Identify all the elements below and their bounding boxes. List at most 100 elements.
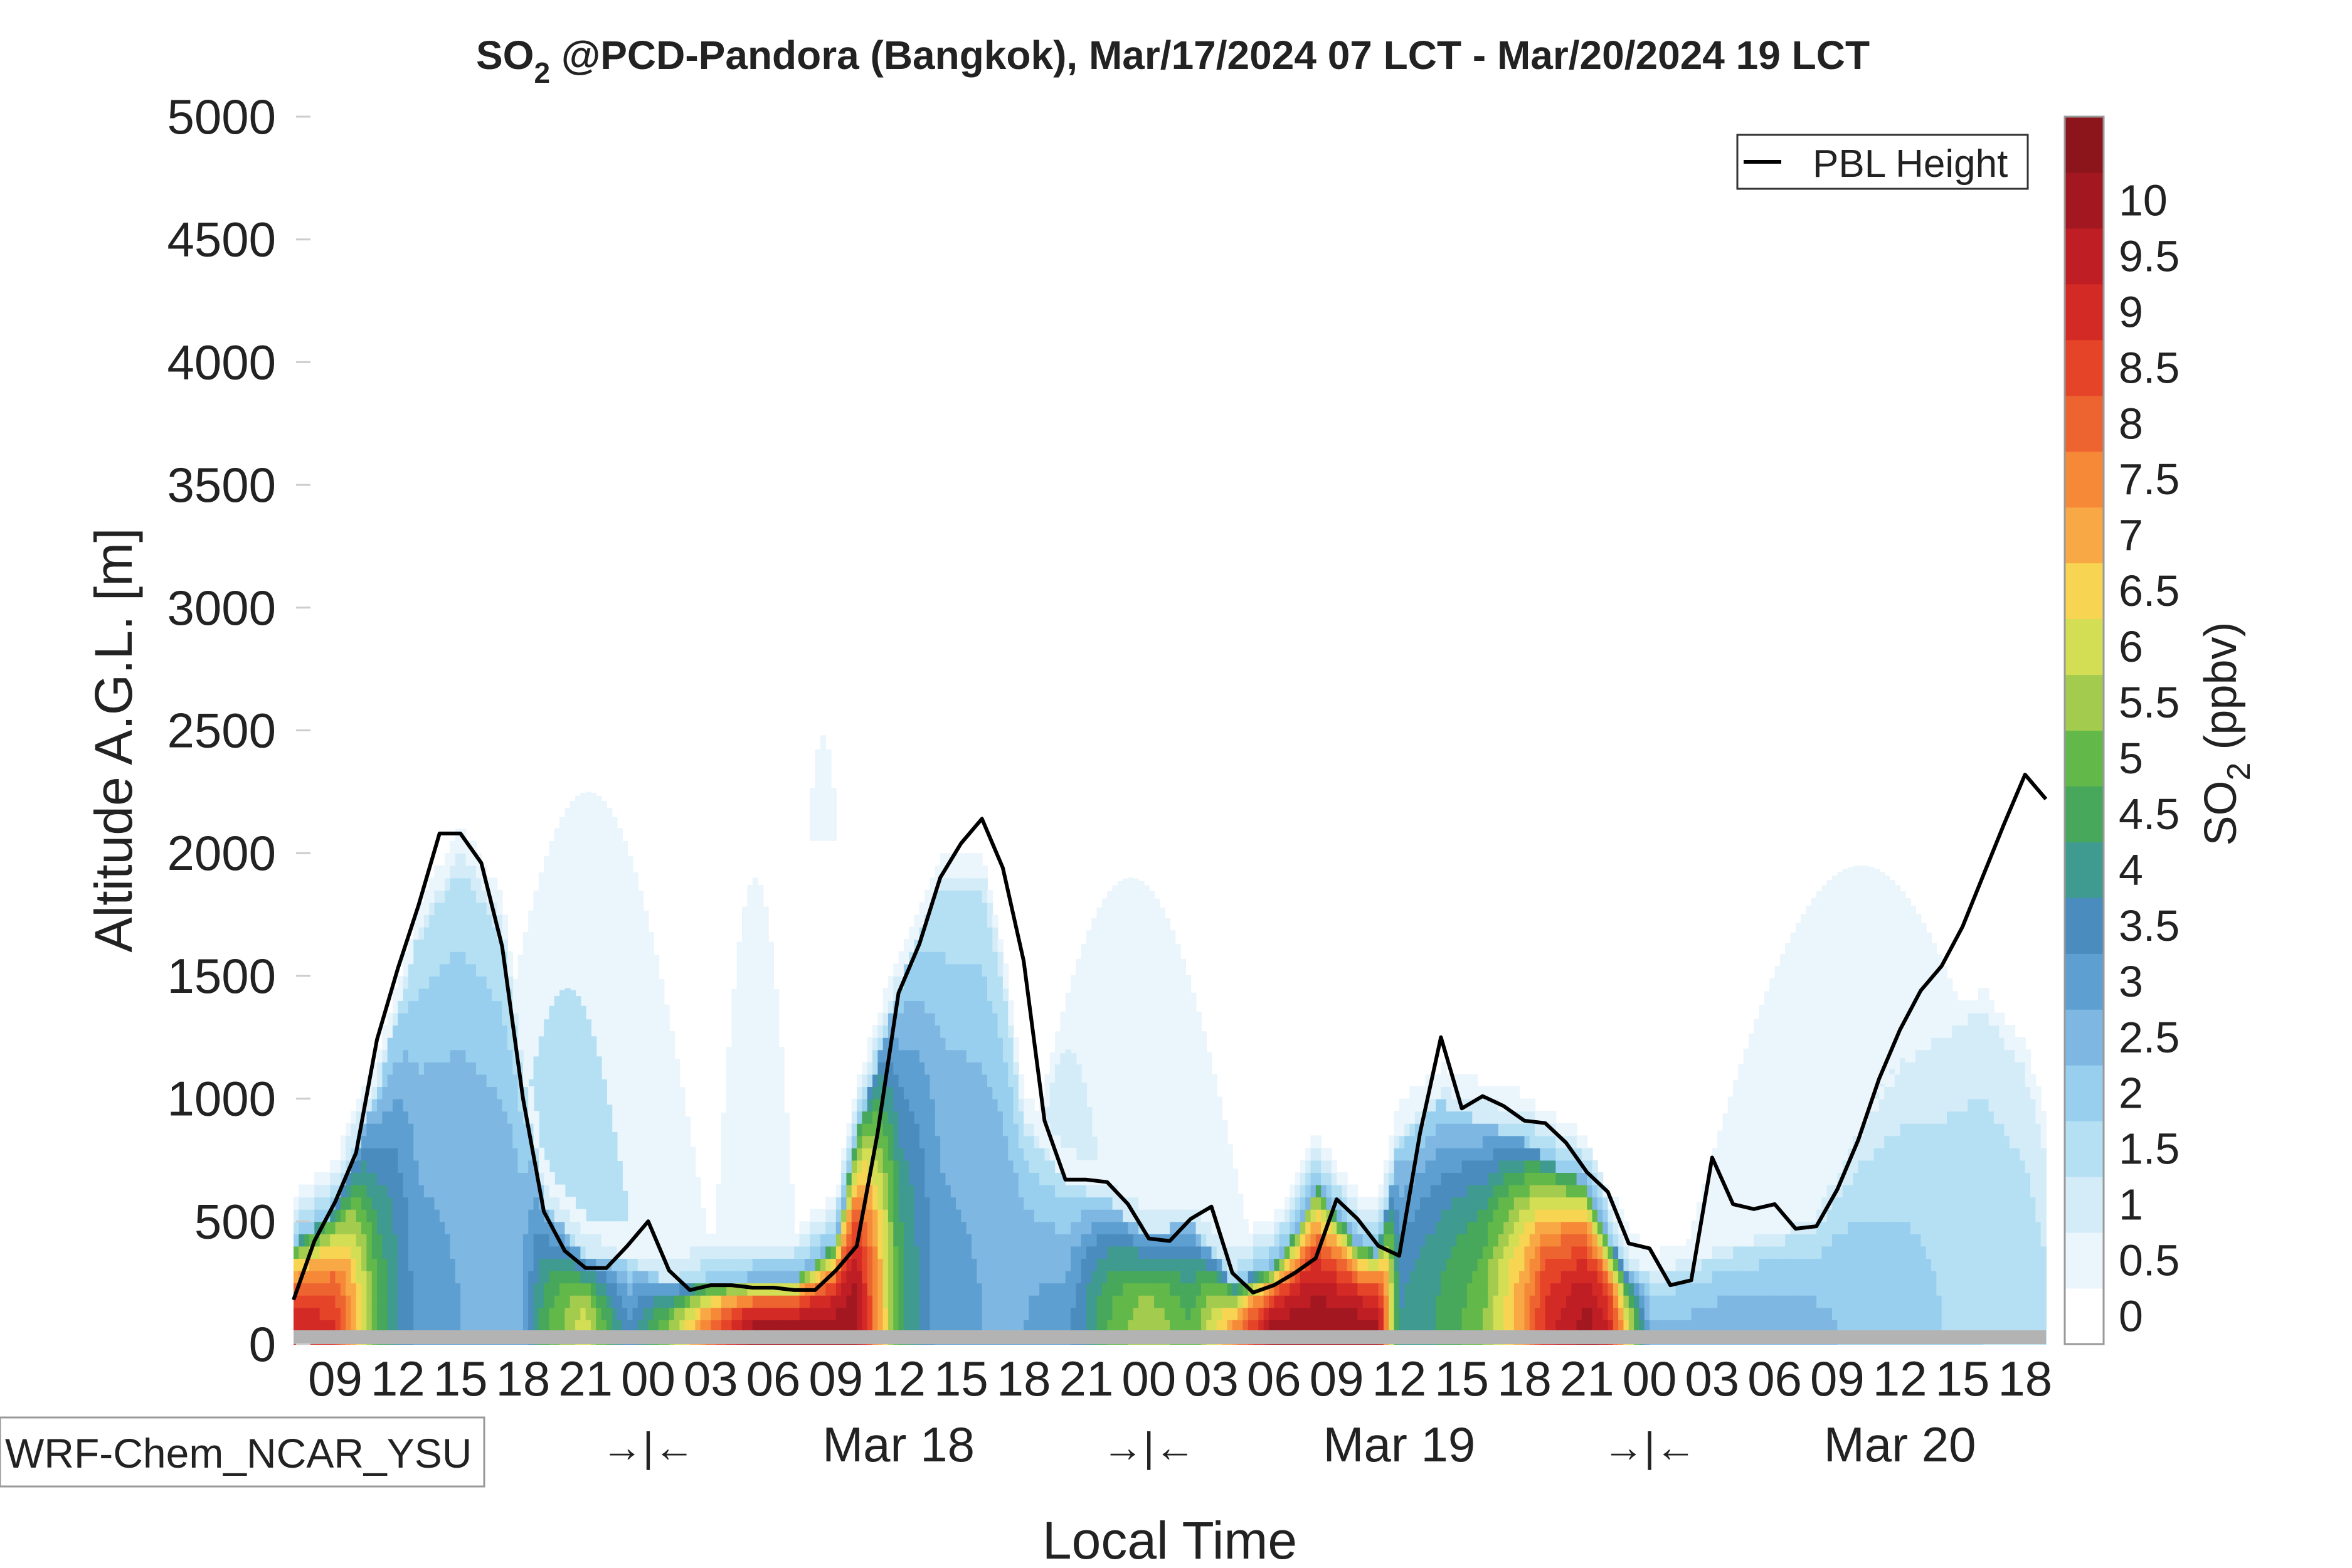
so2-cell	[366, 1135, 373, 1148]
so2-cell	[465, 1233, 472, 1247]
so2-cell	[465, 1197, 472, 1210]
so2-cell	[1519, 1270, 1525, 1284]
so2-cell	[930, 988, 936, 1002]
so2-cell	[1206, 1307, 1212, 1320]
so2-cell	[445, 1086, 451, 1099]
so2-cell	[559, 1295, 566, 1308]
so2-cell	[1081, 1270, 1087, 1284]
so2-cell	[1571, 1209, 1577, 1222]
so2-cell	[434, 902, 440, 916]
so2-cell	[664, 1246, 670, 1259]
so2-cell	[966, 1221, 973, 1234]
so2-cell	[330, 1233, 336, 1247]
so2-cell	[961, 926, 967, 940]
so2-cell	[825, 1283, 832, 1296]
so2-cell	[497, 1307, 503, 1320]
so2-cell	[418, 1135, 425, 1148]
so2-cell	[1310, 1246, 1316, 1259]
so2-cell	[554, 1209, 561, 1222]
so2-cell	[528, 1184, 534, 1198]
so2-cell	[950, 1160, 957, 1173]
so2-cell	[924, 1233, 931, 1247]
so2-cell	[481, 1147, 487, 1161]
so2-residual-cell	[1112, 885, 1118, 1271]
so2-cell	[606, 1270, 613, 1284]
so2-cell	[956, 926, 962, 940]
so2-cell	[935, 1074, 941, 1088]
so2-cell	[304, 1209, 310, 1222]
so2-cell	[1420, 1172, 1426, 1185]
so2-cell	[517, 1283, 524, 1296]
so2-cell	[919, 1037, 926, 1051]
so2-cell	[966, 939, 973, 952]
so2-cell	[502, 1283, 508, 1296]
so2-cell	[522, 1233, 529, 1247]
so2-cell	[1055, 1307, 1061, 1320]
so2-cell	[512, 1111, 519, 1124]
so2-cell	[950, 1209, 957, 1222]
so2-cell	[538, 1319, 545, 1333]
so2-cell	[930, 1197, 936, 1210]
so2-cell	[961, 1025, 967, 1038]
so2-residual-cell	[752, 877, 759, 1259]
so2-cell	[1164, 1258, 1170, 1271]
so2-cell	[982, 1086, 988, 1099]
so2-cell	[1117, 1246, 1124, 1259]
so2-cell	[1337, 1319, 1343, 1333]
so2-cell	[1461, 1221, 1468, 1234]
so2-cell	[1071, 1221, 1077, 1234]
so2-cell	[423, 1074, 430, 1088]
so2-cell	[648, 1246, 654, 1259]
so2-cell	[502, 1246, 508, 1259]
so2-cell	[637, 1295, 644, 1308]
so2-cell	[659, 1319, 665, 1333]
so2-cell	[997, 1209, 1004, 1222]
so2-cell	[1477, 1111, 1483, 1124]
so2-cell	[1206, 1270, 1212, 1284]
so2-cell	[1232, 1283, 1239, 1296]
so2-cell	[481, 926, 487, 940]
so2-cell	[977, 1209, 983, 1222]
so2-residual-cell	[1785, 943, 1791, 1295]
so2-field	[294, 735, 2047, 1345]
so2-cell	[1138, 1319, 1145, 1333]
so2-cell	[1425, 1184, 1431, 1198]
so2-cell	[413, 1307, 420, 1320]
so2-cell	[1274, 1209, 1280, 1222]
so2-cell	[486, 1025, 492, 1038]
so2-cell	[1513, 1086, 1520, 1099]
so2-cell	[997, 1086, 1004, 1099]
so2-cell	[392, 1270, 399, 1284]
so2-cell	[930, 877, 936, 891]
so2-cell	[1002, 1184, 1009, 1198]
so2-cell	[1477, 1147, 1483, 1161]
so2-cell	[977, 1319, 983, 1333]
so2-cell	[862, 1172, 868, 1185]
so2-cell	[726, 1258, 733, 1271]
so2-cell	[1383, 1221, 1390, 1234]
so2-cell	[476, 1147, 482, 1161]
so2-cell	[497, 1295, 503, 1308]
so2-cell	[1414, 1098, 1421, 1112]
so2-cell	[961, 1147, 967, 1161]
so2-cell	[1321, 1319, 1327, 1333]
so2-cell	[1076, 1246, 1082, 1259]
so2-cell	[1029, 1307, 1035, 1320]
so2-cell	[851, 1233, 858, 1247]
so2-cell	[966, 951, 973, 965]
so2-cell	[481, 1074, 487, 1088]
so2-cell	[1071, 1319, 1077, 1333]
so2-cell	[1200, 1295, 1207, 1308]
so2-cell	[476, 1012, 482, 1026]
so2-cell	[977, 1074, 983, 1088]
so2-cell	[825, 1197, 832, 1210]
so2-cell	[1519, 1184, 1525, 1198]
so2-cell	[1253, 1233, 1259, 1247]
so2-cell	[1123, 1246, 1129, 1259]
so2-cell	[763, 1233, 769, 1247]
so2-cell	[1389, 1197, 1395, 1210]
so2-residual-cell	[1811, 898, 1818, 1295]
so2-cell	[512, 1086, 519, 1099]
so2-cell	[1342, 1184, 1348, 1198]
so2-cell	[434, 914, 440, 928]
